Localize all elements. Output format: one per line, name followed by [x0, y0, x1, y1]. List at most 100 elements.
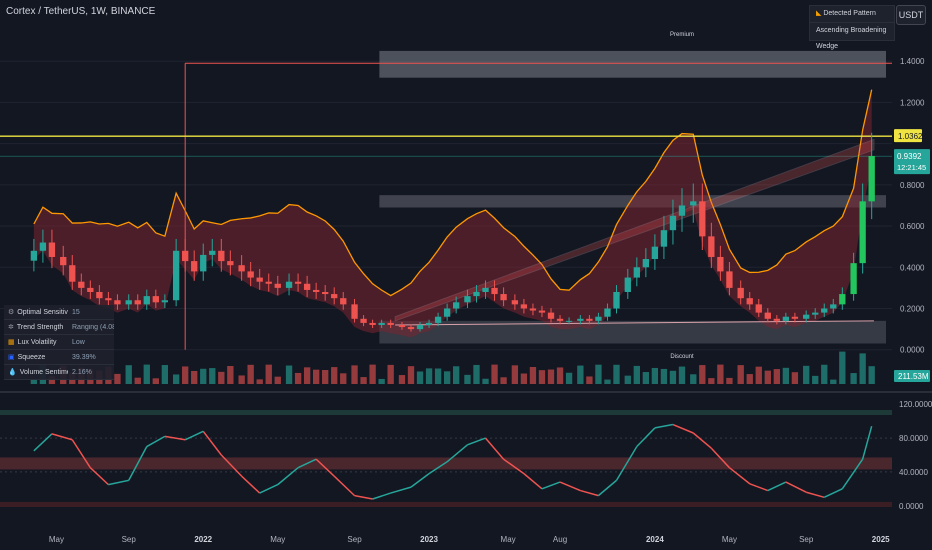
candle	[669, 215, 677, 231]
volume-bar	[416, 371, 424, 384]
oscillator-segment	[503, 458, 525, 475]
candle	[134, 300, 141, 305]
volume-bar	[407, 366, 415, 384]
oscillator-segment	[71, 439, 91, 469]
oscillator-segment	[164, 435, 186, 441]
candle	[791, 316, 799, 319]
volume-bar	[547, 369, 555, 384]
candle	[764, 312, 771, 319]
volume-bar	[294, 372, 302, 384]
wedge-lower-line	[395, 320, 874, 326]
candle	[369, 322, 376, 325]
volume-bar	[764, 370, 771, 384]
volume-bar	[651, 367, 659, 384]
price-tick-label: 1.4000	[900, 57, 925, 66]
volume-bar	[755, 366, 762, 384]
volume-bar	[247, 364, 254, 384]
candle	[48, 242, 56, 257]
volume-bar	[48, 376, 56, 384]
oscillator-segment	[541, 481, 561, 490]
volume-bar	[182, 366, 189, 384]
candle	[443, 308, 451, 317]
volume-bar	[114, 373, 121, 384]
volume-bar	[172, 374, 180, 384]
volume-badge-label: 211.53M	[898, 372, 929, 381]
price-tick-label: 0.0000	[900, 346, 925, 355]
candle	[812, 312, 819, 315]
volume-bar	[473, 364, 480, 384]
volume-bar	[265, 364, 272, 384]
candle	[595, 316, 602, 321]
volume-bar	[285, 365, 293, 384]
candle	[256, 277, 263, 282]
squeeze-icon: ▣	[8, 354, 15, 361]
candle	[218, 250, 225, 262]
candle	[312, 289, 320, 292]
last-price-badge	[894, 149, 930, 175]
oscillator-segment	[33, 433, 53, 452]
volume-bar	[839, 351, 846, 384]
volume-bar	[678, 366, 686, 384]
candle	[274, 283, 281, 288]
trend-icon: ✲	[8, 324, 14, 331]
oscillator-segment	[297, 458, 317, 469]
volume-bar	[699, 365, 706, 384]
oscillator-segment	[728, 467, 751, 485]
candle	[803, 314, 810, 319]
volume-bar	[690, 374, 697, 384]
volume-bar	[464, 374, 471, 384]
candle	[633, 267, 640, 278]
volume-bar	[538, 370, 546, 384]
oscillator-segment	[597, 479, 617, 497]
candle	[547, 312, 555, 319]
oscillator-segment	[51, 433, 73, 441]
trend-cloud	[33, 89, 872, 338]
volume-bar	[868, 366, 875, 384]
candle	[303, 283, 311, 290]
candle	[859, 201, 866, 264]
time-axis-label: Aug	[553, 535, 567, 544]
oscillator-segment	[372, 492, 391, 500]
volume-bar	[708, 378, 715, 384]
candle	[351, 304, 358, 319]
candle	[604, 308, 611, 317]
oscillator-segment	[146, 435, 166, 448]
volume-bar	[830, 379, 837, 384]
candle	[565, 320, 573, 322]
dashboard-row: ⚙Optimal Sensitivity15	[4, 305, 114, 320]
volume-bar	[660, 368, 668, 384]
volume-bar	[331, 367, 338, 384]
oscillator-segment	[654, 423, 674, 429]
dashboard-row: ▣ Squeeze 39.39%	[4, 350, 114, 365]
volume-bar	[821, 364, 828, 384]
candle	[247, 271, 254, 278]
volume-bar	[340, 373, 347, 384]
volume-bar	[642, 372, 650, 384]
oscillator-segment	[390, 486, 412, 494]
pattern-name: Ascending Broadening Wedge	[810, 22, 894, 50]
volume-bar	[360, 377, 367, 384]
volume-bar	[500, 377, 507, 384]
oscillator-segment	[89, 467, 109, 486]
zone-discount	[379, 320, 886, 344]
candle	[143, 296, 150, 305]
volume-bar	[369, 364, 376, 384]
oscillator-segment	[220, 454, 243, 477]
candle	[453, 302, 460, 309]
volume-bar	[30, 380, 38, 384]
oscillator-tick-label: 120.0000	[899, 400, 932, 409]
pattern-title-row: ◣ Detected Pattern	[810, 6, 894, 22]
currency-button[interactable]: USDT	[896, 5, 926, 25]
time-axis-label: Sep	[347, 535, 362, 544]
candle	[378, 322, 385, 325]
volume-bar	[152, 378, 159, 384]
time-axis-label: 2022	[194, 535, 212, 544]
candle	[331, 294, 338, 299]
candle	[416, 324, 424, 330]
candle	[114, 300, 121, 305]
volume-bar	[604, 379, 611, 384]
price-tick-label: 0.6000	[900, 222, 925, 231]
candle	[782, 316, 790, 321]
candle	[773, 318, 780, 321]
